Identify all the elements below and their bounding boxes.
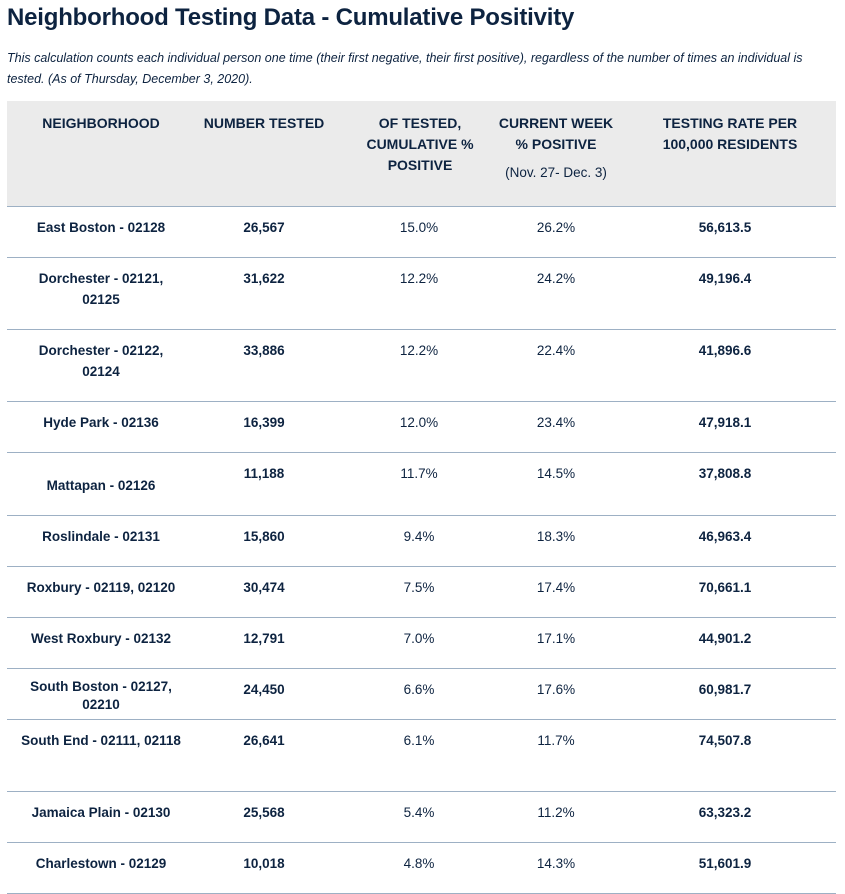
cumulative-positive-cell: 12.0%: [399, 415, 439, 430]
testing-rate-cell: 41,896.6: [698, 343, 752, 358]
table-row: South End - 02111, 02118 26,641 6.1% 11.7% 7…: [7, 720, 836, 792]
number-tested-cell: 10,018: [243, 856, 285, 871]
number-tested-cell: 25,568: [243, 805, 285, 820]
testing-rate-cell: 63,323.2: [698, 805, 752, 820]
table-row: West Roxbury - 02132 12,791 7.0% 17.1% 44,90…: [7, 618, 836, 669]
cumulative-positive-cell: 6.1%: [403, 733, 435, 748]
cumulative-positive-cell: 15.0%: [399, 220, 439, 235]
header-current-week: CURRENT WEEK % POSITIVE (Nov. 27- Dec. 3…: [487, 113, 625, 183]
cumulative-positive-cell: 5.4%: [403, 805, 435, 820]
current-week-cell: 17.1%: [536, 631, 576, 646]
neighborhood-cell: South Boston - 02127, 02210: [30, 679, 172, 712]
number-tested-cell: 33,886: [243, 343, 285, 358]
cumulative-positive-cell: 6.6%: [403, 682, 435, 697]
number-tested-cell: 16,399: [243, 415, 285, 430]
table-row: Roslindale - 02131 15,860 9.4% 18.3% 46,963.…: [7, 516, 836, 567]
number-tested-cell: 12,791: [243, 631, 285, 646]
testing-rate-cell: 49,196.4: [698, 271, 752, 286]
neighborhood-cell: Hyde Park - 02136: [43, 415, 159, 430]
testing-rate-cell: 37,808.8: [698, 466, 752, 481]
testing-data-table: NEIGHBORHOOD NUMBER TESTED OF TESTED, CU…: [7, 101, 836, 894]
current-week-cell: 14.5%: [536, 466, 576, 481]
table-row: South Boston - 02127, 02210 24,450 6.6% 17.…: [7, 669, 836, 720]
neighborhood-cell: Roxbury - 02119, 02120: [26, 580, 176, 595]
cumulative-positive-cell: 4.8%: [403, 856, 435, 871]
table-row: Dorchester - 02121, 02125 31,622 12.2% 24.2…: [7, 258, 836, 330]
current-week-cell: 24.2%: [536, 271, 576, 286]
table-row: Dorchester - 02122, 02124 33,886 12.2% 22.4…: [7, 330, 836, 402]
testing-rate-cell: 56,613.5: [698, 220, 752, 235]
current-week-cell: 17.6%: [536, 682, 576, 697]
current-week-cell: 18.3%: [536, 529, 576, 544]
neighborhood-cell: Charlestown - 02129: [35, 856, 167, 871]
header-number-tested: NUMBER TESTED: [203, 115, 325, 131]
cumulative-positive-cell: 9.4%: [403, 529, 435, 544]
number-tested-cell: 11,188: [243, 466, 285, 481]
table-row: Hyde Park - 02136 16,399 12.0% 23.4% 47,918.…: [7, 402, 836, 453]
page-title: Neighborhood Testing Data - Cumulative P…: [7, 4, 575, 31]
table-row: Mattapan - 02126 11,188 11.7% 14.5% 37,808.8: [7, 453, 836, 516]
header-current-week-label: CURRENT WEEK % POSITIVE: [498, 115, 614, 152]
current-week-cell: 17.4%: [536, 580, 576, 595]
cumulative-positive-cell: 7.0%: [403, 631, 435, 646]
neighborhood-cell: Mattapan - 02126: [46, 478, 156, 493]
testing-rate-cell: 60,981.7: [698, 682, 752, 697]
testing-rate-cell: 70,661.1: [698, 580, 752, 595]
header-cumulative-positive: OF TESTED, CUMULATIVE % POSITIVE: [366, 115, 474, 173]
cumulative-positive-cell: 11.7%: [400, 466, 438, 481]
cumulative-positive-cell: 12.2%: [399, 271, 439, 286]
table-row: East Boston - 02128 26,567 15.0% 26.2% 56,61…: [7, 207, 836, 258]
table-row: Roxbury - 02119, 02120 30,474 7.5% 17.4% 70,…: [7, 567, 836, 618]
testing-rate-cell: 47,918.1: [698, 415, 752, 430]
table-row: Charlestown - 02129 10,018 4.8% 14.3% 51,601…: [7, 843, 836, 894]
header-current-week-range: (Nov. 27- Dec. 3): [505, 165, 607, 180]
current-week-cell: 22.4%: [536, 343, 576, 358]
neighborhood-cell: Dorchester - 02121, 02125: [38, 271, 164, 307]
cumulative-positive-cell: 7.5%: [403, 580, 435, 595]
table-row: Jamaica Plain - 02130 25,568 5.4% 11.2% 63,3…: [7, 792, 836, 843]
number-tested-cell: 26,567: [243, 220, 285, 235]
testing-rate-cell: 74,507.8: [698, 733, 752, 748]
header-neighborhood: NEIGHBORHOOD: [42, 115, 160, 131]
current-week-cell: 26.2%: [536, 220, 576, 235]
neighborhood-cell: Dorchester - 02122, 02124: [38, 343, 164, 379]
current-week-cell: 23.4%: [536, 415, 576, 430]
header-testing-rate: TESTING RATE PER 100,000 RESIDENTS: [662, 115, 798, 152]
number-tested-cell: 24,450: [243, 682, 285, 697]
number-tested-cell: 15,860: [243, 529, 285, 544]
table-body: East Boston - 02128 26,567 15.0% 26.2% 56,61…: [7, 207, 836, 894]
neighborhood-cell: West Roxbury - 02132: [30, 631, 172, 646]
testing-rate-cell: 46,963.4: [698, 529, 752, 544]
number-tested-cell: 30,474: [243, 580, 285, 595]
current-week-cell: 11.7%: [537, 733, 575, 748]
current-week-cell: 14.3%: [536, 856, 576, 871]
neighborhood-cell: South End - 02111, 02118: [21, 733, 181, 748]
methodology-note: This calculation counts each individual …: [7, 51, 803, 86]
cumulative-positive-cell: 12.2%: [399, 343, 439, 358]
current-week-cell: 11.2%: [537, 805, 575, 820]
testing-rate-cell: 51,601.9: [698, 856, 752, 871]
neighborhood-cell: East Boston - 02128: [36, 220, 166, 235]
neighborhood-cell: Jamaica Plain - 02130: [31, 805, 171, 820]
table-header: NEIGHBORHOOD NUMBER TESTED OF TESTED, CU…: [7, 101, 836, 207]
number-tested-cell: 31,622: [243, 271, 285, 286]
neighborhood-cell: Roslindale - 02131: [42, 529, 160, 544]
number-tested-cell: 26,641: [243, 733, 285, 748]
testing-rate-cell: 44,901.2: [698, 631, 752, 646]
